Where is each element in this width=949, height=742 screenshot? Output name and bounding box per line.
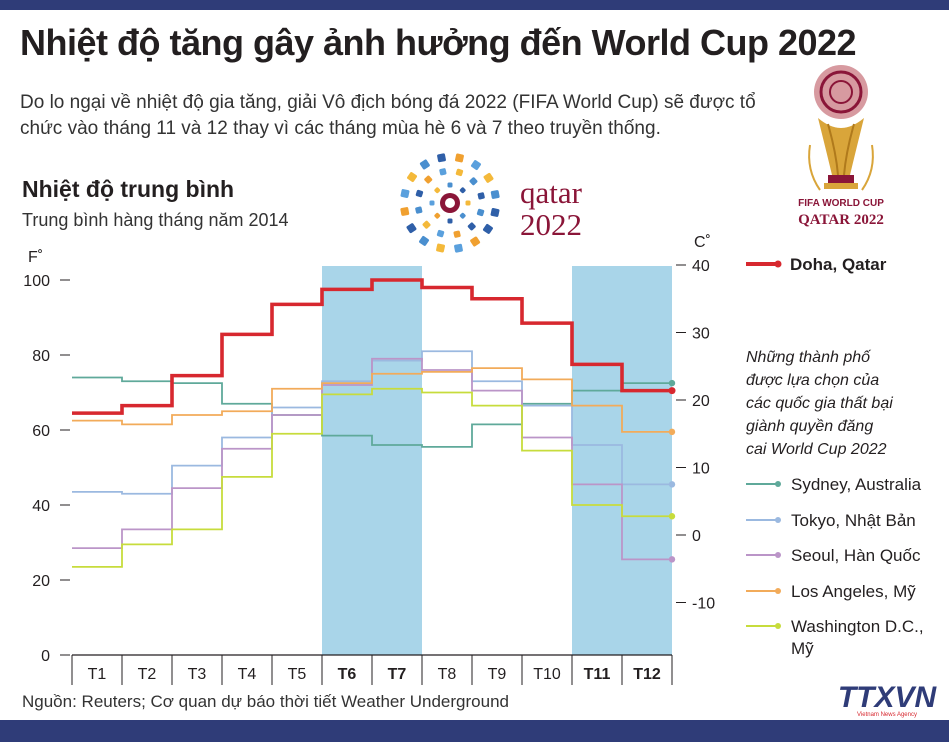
qatar-2022-logo: qatar 2022 <box>400 153 583 253</box>
legend-swatch-dot <box>775 552 781 558</box>
right-tick-label-10: 10 <box>692 461 710 478</box>
agency-subtitle: Vietnam News Agency <box>857 712 917 718</box>
x-tick-label-T12: T12 <box>633 666 661 683</box>
fifa-line1: FIFA WORLD CUP <box>798 198 884 209</box>
intro-text: Do lo ngại về nhiệt độ gia tăng, giải Vô… <box>20 92 756 139</box>
legend-label-3: Seoul, Hàn Quốc <box>791 546 921 565</box>
bottom-bar <box>0 720 949 742</box>
fifa-world-cup-emblem: FIFA WORLD CUP QATAR 2022 <box>798 65 884 228</box>
chart-subtitle: Trung bình hàng tháng năm 2014 <box>22 210 289 230</box>
legend-label-main: Doha, Qatar <box>790 255 887 274</box>
series-end-point <box>668 481 676 488</box>
right-tick-label-30: 30 <box>692 326 710 343</box>
left-tick-label-20: 20 <box>32 573 50 590</box>
series-end-point <box>668 556 676 563</box>
legend-swatch-dot <box>775 588 781 594</box>
x-tick-label-T11: T11 <box>584 666 611 683</box>
left-tick-label-40: 40 <box>32 498 50 515</box>
x-tick-label-T2: T2 <box>138 666 157 683</box>
series-line-4 <box>72 367 672 433</box>
sunburst-emblem-icon <box>400 153 500 253</box>
agency-name: TTXVN <box>838 681 938 714</box>
legend-note: Những thành phố được lựa chọn của các quốc… <box>746 349 893 458</box>
main-series-line <box>72 278 672 415</box>
series-line-3 <box>72 357 672 561</box>
left-tick-label-80: 80 <box>32 348 50 365</box>
top-bar <box>0 0 949 10</box>
x-tick-label-T9: T9 <box>488 666 507 683</box>
legend-label-2: Tokyo, Nhật Bản <box>791 511 916 530</box>
legend-swatch-dot <box>775 481 781 487</box>
chart-axes: T1 T2 T3 T4 T5 T6 T7 T8 T9 T10 T11 T12 F˚ 0 20 40 60 80 10… <box>23 234 715 685</box>
legend-label-5: Washington D.C., Mỹ <box>791 617 924 658</box>
x-tick-label-T7: T7 <box>388 666 407 683</box>
x-tick-label-T8: T8 <box>438 666 457 683</box>
page-title: Nhiệt độ tăng gây ảnh hưởng đến World Cu… <box>20 22 857 63</box>
qatar-logo-word: qatar <box>520 175 583 210</box>
series-end-point <box>668 379 676 387</box>
left-tick-label-60: 60 <box>32 423 50 440</box>
legend-label-4: Los Angeles, Mỹ <box>791 582 916 601</box>
x-tick-label-T10: T10 <box>533 666 561 683</box>
series-end-point <box>668 428 676 436</box>
highlight-band-1 <box>322 266 422 655</box>
right-tick-label-20: 20 <box>692 393 710 410</box>
series-line-5 <box>72 387 672 568</box>
series-end-point <box>668 513 676 520</box>
x-tick-label-T3: T3 <box>188 666 207 683</box>
chart-series <box>72 278 676 568</box>
source-text: Nguồn: Reuters; Cơ quan dự báo thời tiết… <box>22 692 509 711</box>
chart-title: Nhiệt độ trung bình <box>22 176 235 202</box>
left-axis-label: F˚ <box>28 249 43 266</box>
right-tick-label-40: 40 <box>692 258 710 275</box>
legend-swatch-dot <box>775 517 781 523</box>
right-tick-label-0: 0 <box>692 528 701 545</box>
x-tick-label-T4: T4 <box>238 666 257 683</box>
right-tick-label--10: -10 <box>692 596 715 613</box>
qatar-logo-year: 2022 <box>520 207 582 242</box>
x-tick-label-T5: T5 <box>288 666 307 683</box>
legend-swatch-dot <box>774 260 782 268</box>
legend-label-1: Sydney, Australia <box>791 475 922 494</box>
chart-legend: Doha, Qatar Những thành phố được lựa chọn … <box>746 255 924 658</box>
ttxvn-logo: TTXVN Vietnam News Agency <box>838 681 938 718</box>
trophy-icon <box>808 65 874 191</box>
left-tick-label-100: 100 <box>23 273 50 290</box>
legend-swatch-dot <box>775 623 781 629</box>
right-axis-label: C˚ <box>694 234 711 251</box>
highlight-bands <box>322 266 672 655</box>
fifa-line2: QATAR 2022 <box>798 212 884 228</box>
x-tick-label-T6: T6 <box>338 666 357 683</box>
x-tick-label-T1: T1 <box>88 666 107 683</box>
main-series-end-point <box>668 387 676 395</box>
left-tick-label-0: 0 <box>41 648 50 665</box>
